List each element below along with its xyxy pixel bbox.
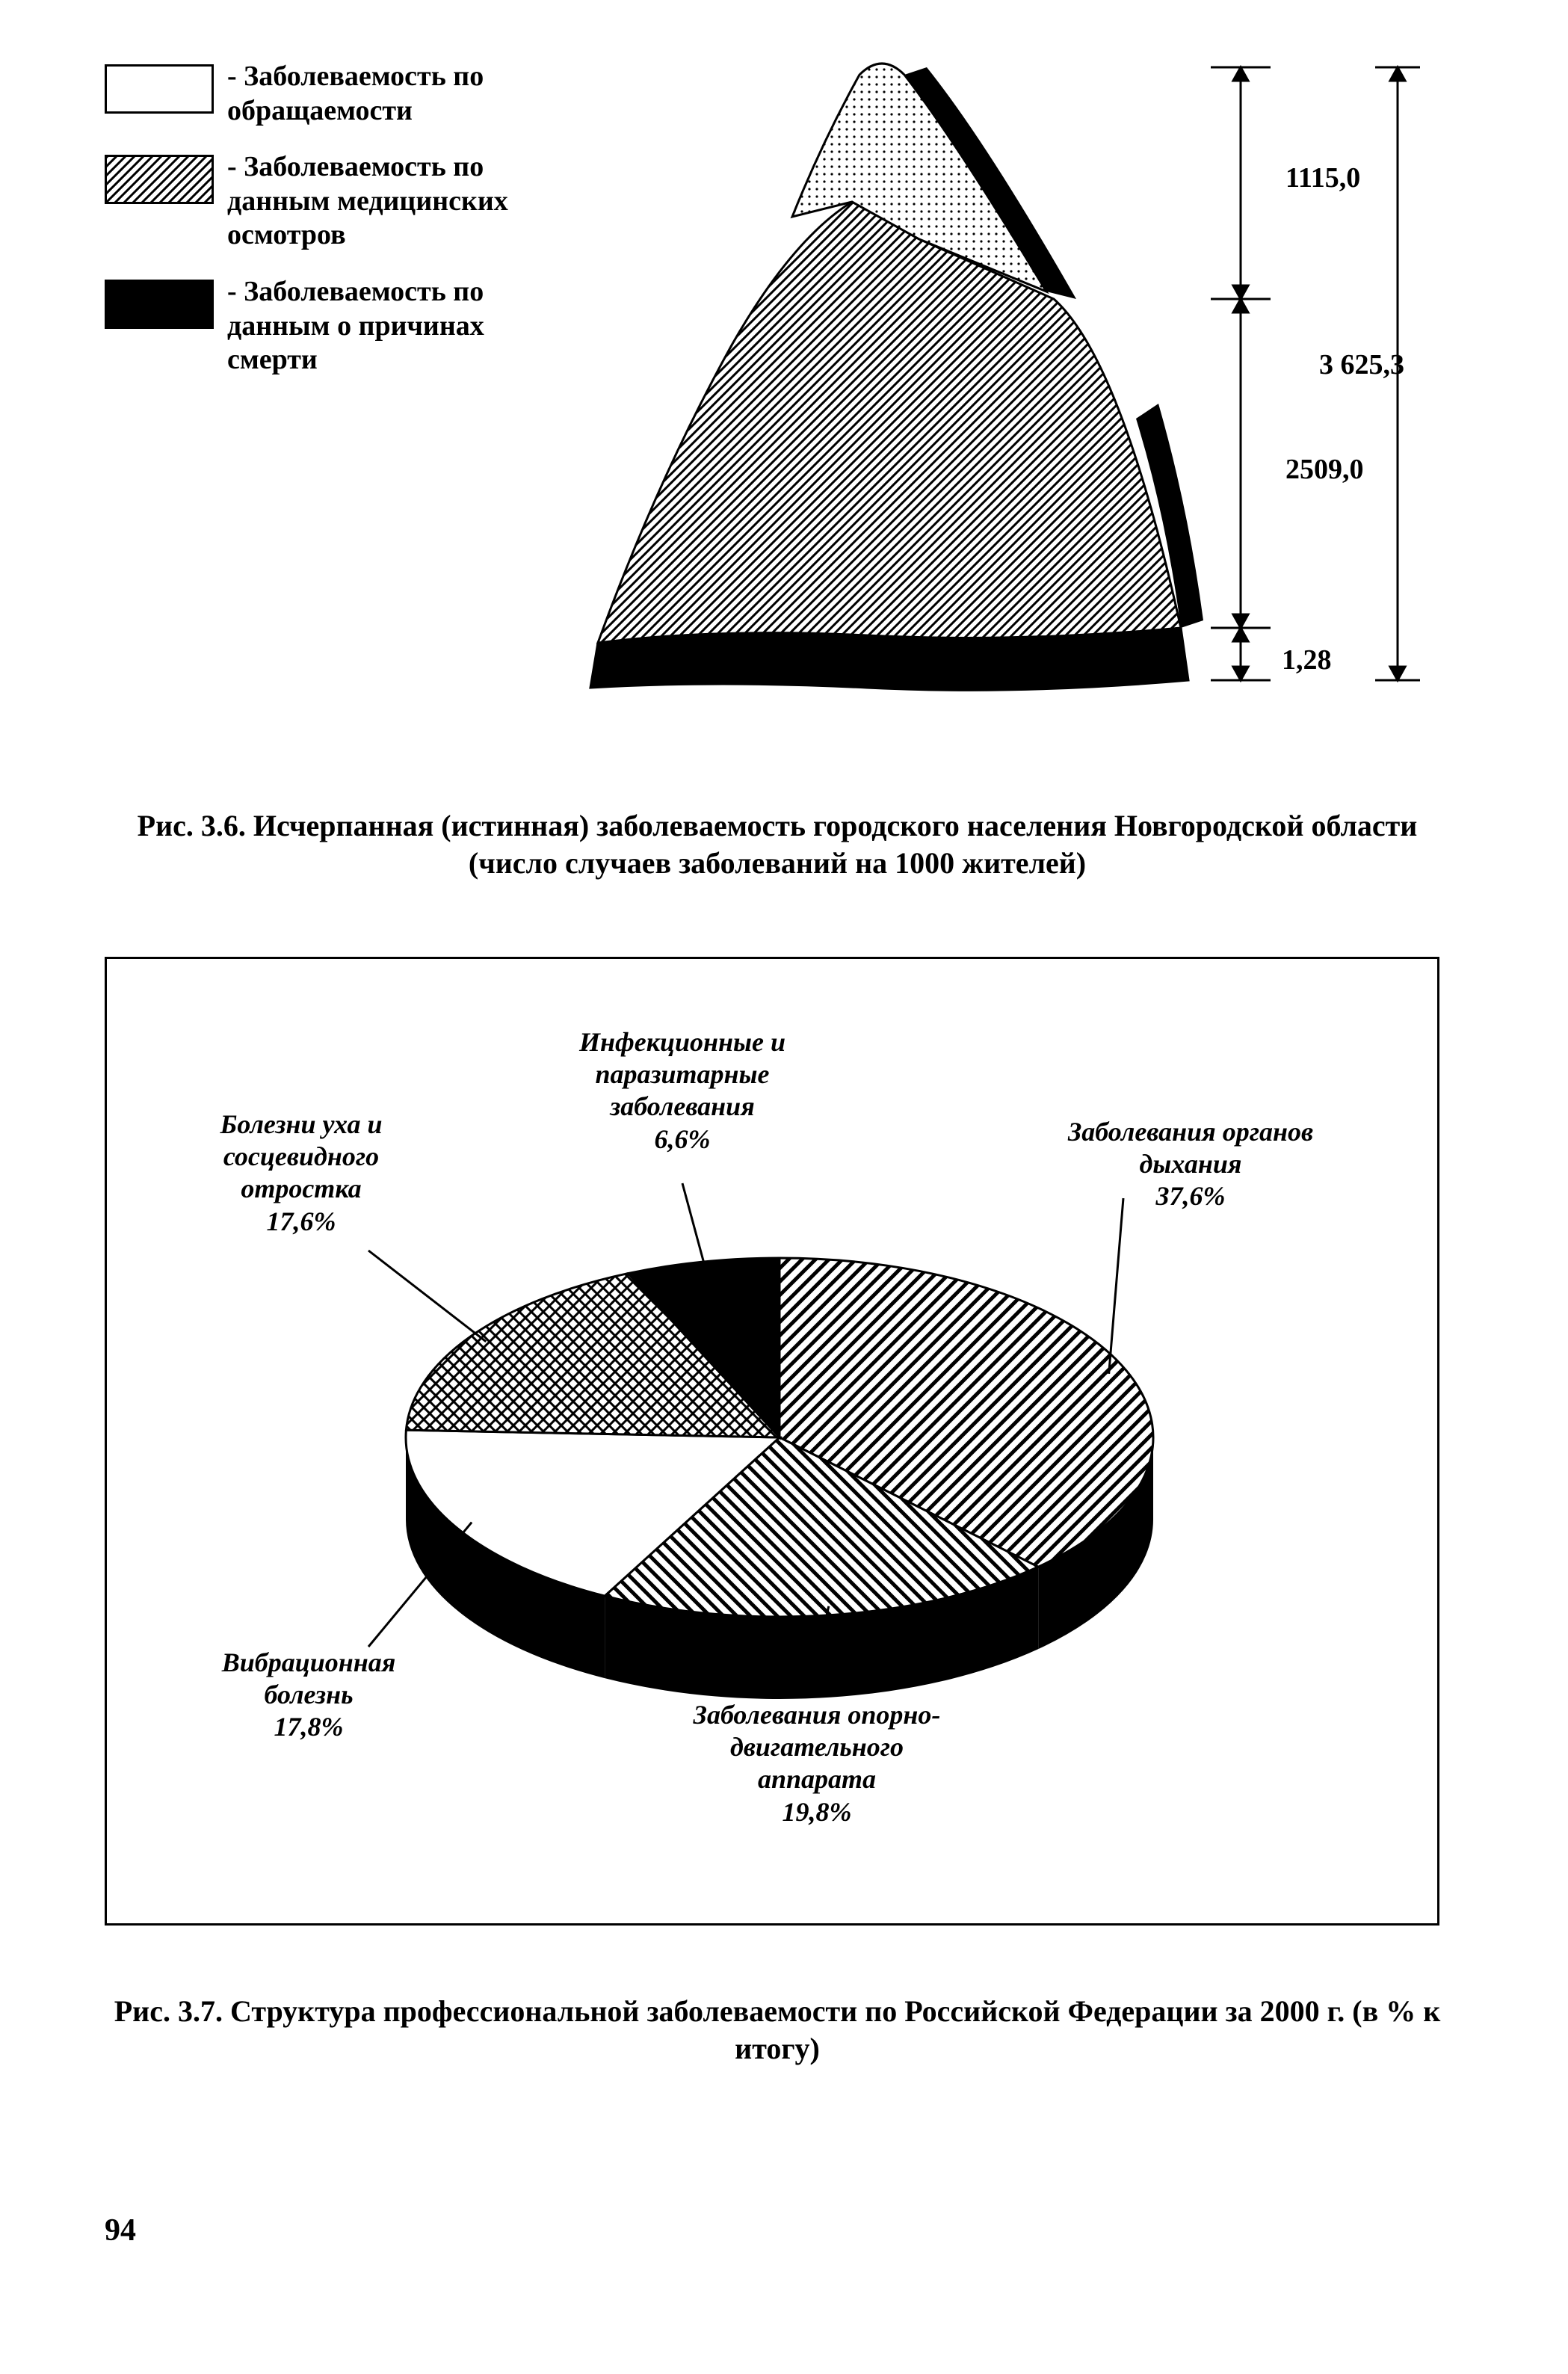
dim-middle: 2509,0: [1285, 454, 1364, 485]
legend-item: - Заболеваемость по данным медицинских о…: [105, 150, 568, 253]
legend-label: - Заболеваемость по данным медицинских о…: [227, 150, 568, 253]
caption-3-7: Рис. 3.7. Структура профессиональной заб…: [105, 1993, 1450, 2068]
iceberg-chart: 1115,0 2509,0 1,28 3 625,3: [568, 30, 1450, 777]
dim-top: 1115,0: [1285, 162, 1360, 194]
legend-3-6: - Заболеваемость по обращаемости - Забол…: [105, 60, 568, 400]
figure-3-6: - Заболеваемость по обращаемости - Забол…: [105, 60, 1450, 777]
legend-item: - Заболеваемость по обращаемости: [105, 60, 568, 128]
swatch-white: [105, 64, 214, 114]
figure-3-7: Заболевания органов дыхания 37,6% Заболе…: [105, 957, 1439, 1926]
slice-label: Инфекционные и паразитарные заболевания …: [540, 1026, 824, 1156]
page-number: 94: [105, 2213, 136, 2248]
swatch-diag: [105, 155, 214, 204]
swatch-black: [105, 280, 214, 329]
slice-label: Заболевания опорно-двигательного аппарат…: [675, 1699, 959, 1828]
slice-label: Заболевания органов дыхания 37,6%: [1056, 1116, 1325, 1213]
legend-item: - Заболеваемость по данным о причинах см…: [105, 275, 568, 377]
dim-total: 3 625,3: [1319, 349, 1404, 380]
legend-label: - Заболеваемость по данным о причинах см…: [227, 275, 568, 377]
dim-bottom: 1,28: [1282, 644, 1332, 676]
slice-label: Вибрационная болезнь 17,8%: [197, 1647, 421, 1744]
slice-label: Болезни уха и сосцевидного отростка 17,6…: [182, 1109, 421, 1238]
legend-label: - Заболеваемость по обращаемости: [227, 60, 568, 128]
caption-3-6: Рис. 3.6. Исчерпанная (истинная) заболев…: [105, 807, 1450, 882]
